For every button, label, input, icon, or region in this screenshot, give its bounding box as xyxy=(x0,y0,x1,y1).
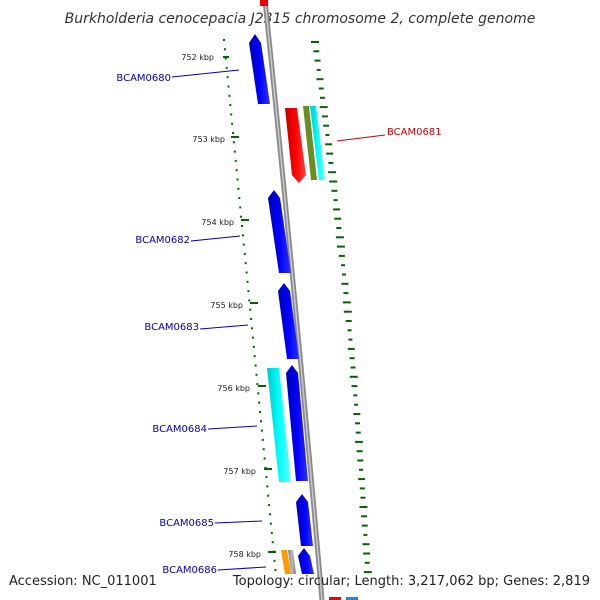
tick-755: 755 kbp xyxy=(210,301,258,310)
tick-756: 756 kbp xyxy=(217,384,266,393)
backbone-feature-top xyxy=(260,0,268,6)
gene-label-bcam0681[interactable]: BCAM0681 xyxy=(336,127,442,142)
gene-label-bcam0680[interactable]: BCAM0680 xyxy=(116,69,240,84)
gene-label-text-bcam0686[interactable]: BCAM0686 xyxy=(162,565,217,576)
genome-backbone-highlight xyxy=(264,0,323,600)
tick-752: 752 kbp xyxy=(181,53,229,62)
bottom-feature-red xyxy=(329,597,341,600)
tick-label-754: 754 kbp xyxy=(201,218,234,227)
tick-label-756: 756 kbp xyxy=(217,384,250,393)
bottom-feature-blue xyxy=(346,597,358,600)
tick-758: 758 kbp xyxy=(228,550,276,559)
tick-label-757: 757 kbp xyxy=(223,467,256,476)
gene-label-bcam0682[interactable]: BCAM0682 xyxy=(135,235,241,246)
tick-label-755: 755 kbp xyxy=(210,301,243,310)
tick-label-758: 758 kbp xyxy=(228,550,261,559)
gene-label-bcam0684[interactable]: BCAM0684 xyxy=(152,424,258,435)
gene-block-bcam0682 xyxy=(268,190,291,273)
gene-label-text-bcam0680[interactable]: BCAM0680 xyxy=(116,73,171,84)
gene-block-bcam0683 xyxy=(278,283,299,359)
tick-754: 754 kbp xyxy=(201,218,249,227)
gene-label-text-bcam0685[interactable]: BCAM0685 xyxy=(159,518,214,529)
gene-label-bcam0685[interactable]: BCAM0685 xyxy=(159,518,263,529)
gene-label-text-bcam0682[interactable]: BCAM0682 xyxy=(135,235,190,246)
gene-block-bcam0685 xyxy=(296,494,313,546)
gene-block-bcam0681 xyxy=(285,106,325,183)
tick-753: 753 kbp xyxy=(192,135,239,144)
gene-label-text-bcam0681[interactable]: BCAM0681 xyxy=(387,127,442,138)
tick-label-752: 752 kbp xyxy=(181,53,214,62)
gene-label-text-bcam0684[interactable]: BCAM0684 xyxy=(152,424,207,435)
gene-block-bcam0680 xyxy=(249,34,270,104)
gene-label-bcam0686[interactable]: BCAM0686 xyxy=(162,565,267,576)
gene-label-text-bcam0683[interactable]: BCAM0683 xyxy=(144,322,199,333)
tick-757: 757 kbp xyxy=(223,467,272,476)
gene-label-bcam0683[interactable]: BCAM0683 xyxy=(144,322,249,333)
accession-text: Accession: NC_011001 xyxy=(9,574,157,589)
gene-block-bcam0686 xyxy=(281,548,314,574)
gc-skew-track-outer xyxy=(311,41,372,574)
tick-label-753: 753 kbp xyxy=(192,135,225,144)
map-title: Burkholderia cenocepacia J2315 chromosom… xyxy=(65,11,536,27)
gc-content-track-inner xyxy=(223,39,277,572)
gene-block-bcam0684 xyxy=(267,365,308,482)
topology-text: Topology: circular; Length: 3,217,062 bp… xyxy=(232,574,590,589)
